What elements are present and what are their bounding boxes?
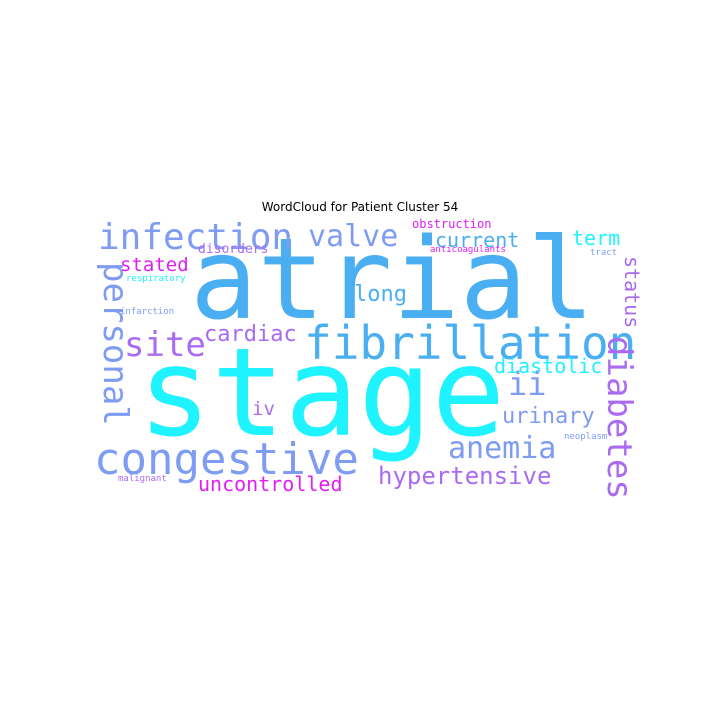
word-personal: personal	[95, 262, 135, 426]
word-uncontrolled: uncontrolled	[198, 472, 343, 496]
word-long: long	[354, 282, 407, 307]
word-hypertensive: hypertensive	[378, 462, 552, 490]
word-stated: stated	[120, 254, 189, 276]
word-infection: infection	[98, 217, 294, 258]
word-ii: ii	[508, 365, 547, 403]
word-diastolic: diastolic	[494, 354, 603, 378]
word-disorders: disorders	[198, 242, 269, 257]
word-diabetes: diabetes	[599, 336, 639, 500]
word-atrial: atrial	[190, 216, 595, 345]
chart-title: WordCloud for Patient Cluster 54	[261, 200, 459, 214]
word-infarction: infarction	[120, 307, 175, 317]
word-cloud: atrial stage fibrillation congestive inf…	[90, 216, 650, 502]
word-anemia: anemia	[448, 431, 557, 466]
word-tract: tract	[590, 248, 618, 258]
word-cardiac: cardiac	[204, 322, 297, 347]
word-iv: iv	[252, 398, 275, 420]
word-valve: valve	[308, 219, 399, 254]
word-congestive: congestive	[94, 434, 359, 485]
word-current: current	[435, 228, 520, 252]
word-urinary: urinary	[502, 404, 595, 429]
word-malignant: malignant	[118, 474, 167, 484]
word-site: site	[124, 325, 206, 365]
word-neoplasm: neoplasm	[564, 432, 608, 442]
word-stage: stage	[138, 322, 506, 464]
word-obstruction: obstruction	[412, 217, 492, 231]
word-status: status	[620, 256, 644, 329]
word-fibrillation: fibrillation	[304, 316, 637, 370]
word-respiratory: respiratory	[126, 274, 186, 284]
word-term: term	[572, 226, 621, 250]
word-anticoagulants: anticoagulants	[430, 245, 506, 255]
